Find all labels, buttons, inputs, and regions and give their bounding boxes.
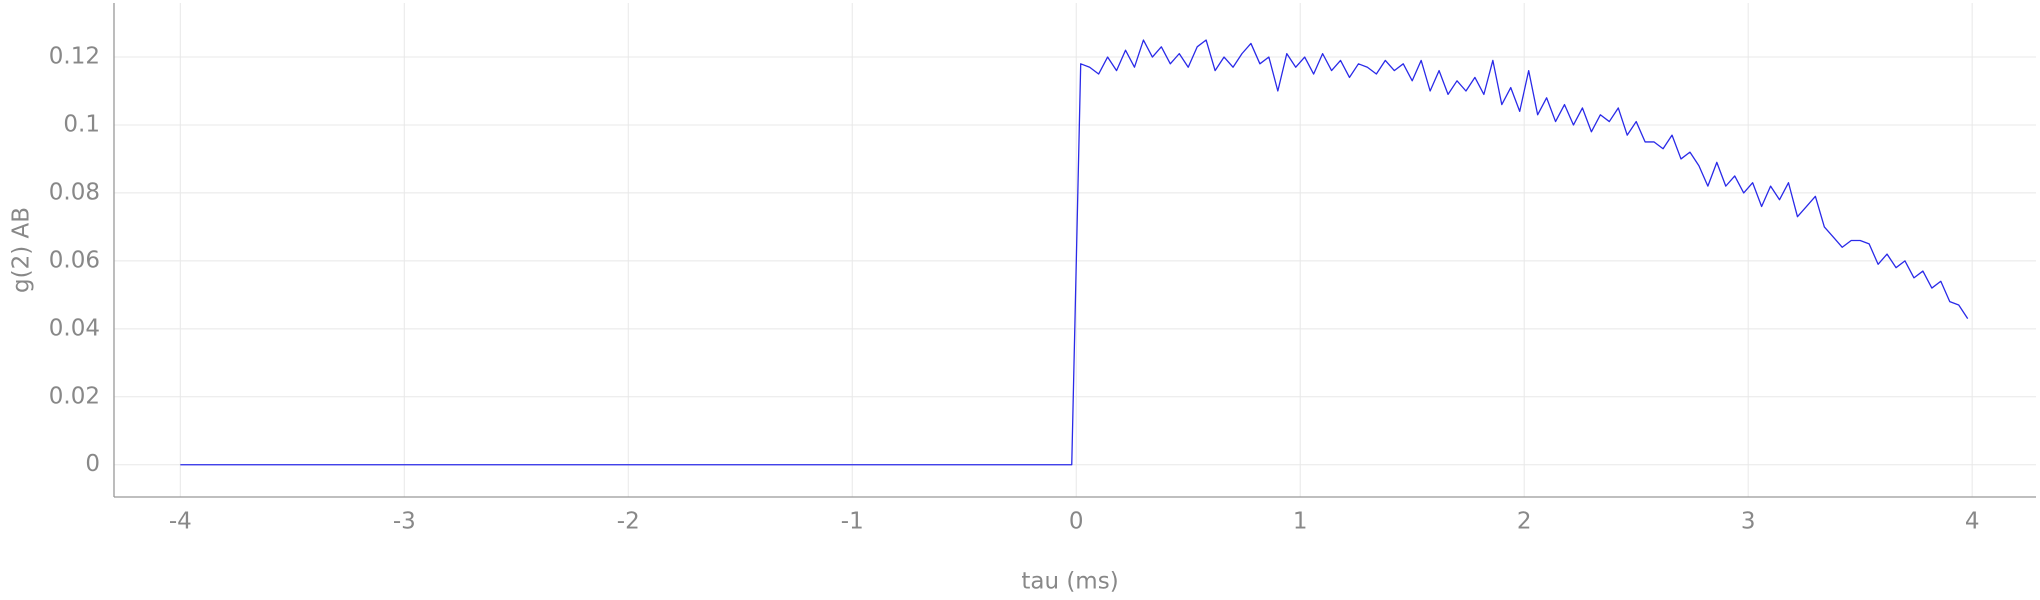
y-tick-label: 0.04: [49, 315, 100, 341]
x-tick-label: 3: [1741, 509, 1756, 535]
y-tick-label: 0.08: [49, 179, 100, 205]
x-tick-label: 0: [1069, 509, 1084, 535]
x-tick-label: -4: [169, 509, 192, 535]
y-tick-label: 0: [85, 451, 100, 477]
x-tick-label: -3: [393, 509, 416, 535]
data-line: [180, 39, 1969, 466]
y-tick-label: 0.06: [49, 247, 100, 273]
x-tick-label: 1: [1293, 509, 1308, 535]
y-tick-label: 0.02: [49, 383, 100, 409]
y-axis-label: g(2) AB: [9, 207, 35, 293]
x-axis-label: tau (ms): [1021, 569, 1118, 595]
y-tick-label: 0.1: [63, 111, 100, 137]
x-tick-label: 2: [1517, 509, 1532, 535]
x-tick-label: -1: [841, 509, 864, 535]
y-tick-label: 0.12: [49, 44, 100, 70]
x-tick-label: -2: [617, 509, 640, 535]
x-tick-label: 4: [1965, 509, 1980, 535]
